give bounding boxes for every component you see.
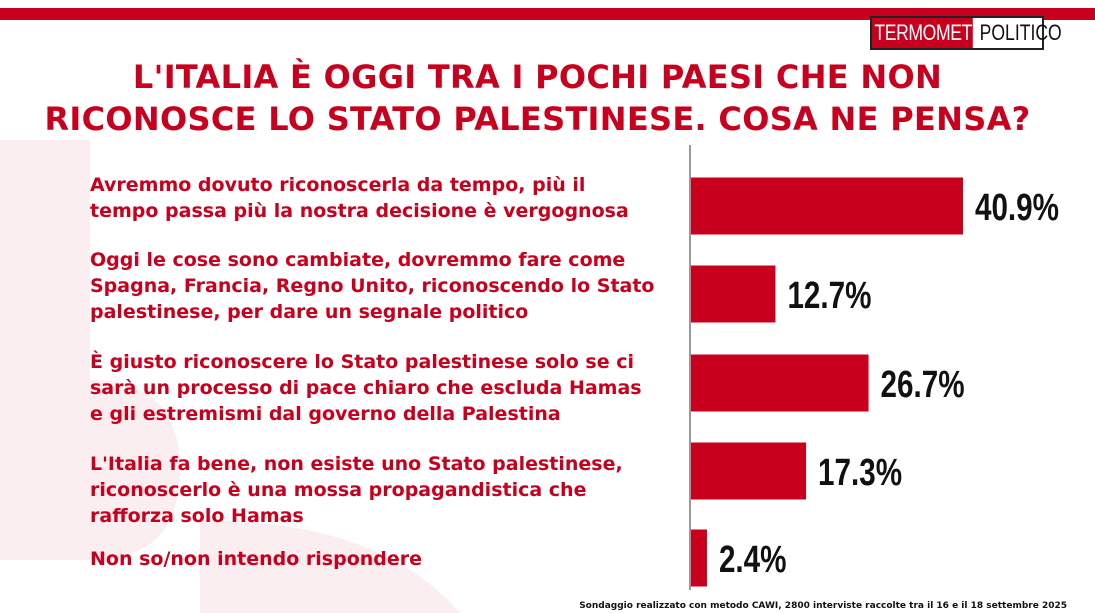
category-label-5: Non so/non intendo rispondere (90, 546, 690, 572)
category-label-5-line-1: Non so/non intendo rispondere (90, 548, 423, 570)
bar-3 (691, 354, 869, 412)
category-label-4-line-2: riconoscerlo è una mossa propagandistica… (90, 479, 587, 501)
chart-title-line-1: L'ITALIA È OGGI TRA I POCHI PAESI CHE NO… (132, 58, 943, 96)
category-label-1-line-1: Avremmo dovuto riconoscerla da tempo, pi… (90, 174, 586, 196)
chart-title: L'ITALIA È OGGI TRA I POCHI PAESI CHE NO… (0, 56, 1075, 140)
category-label-2-line-3: palestinese, per dare un segnale politic… (90, 301, 529, 323)
category-label-2: Oggi le cose sono cambiate, dovremmo far… (90, 247, 690, 325)
category-label-3: È giusto riconoscere lo Stato palestines… (90, 349, 690, 427)
top-accent-bar (0, 8, 1095, 20)
category-label-1-line-2: tempo passa più la nostra decisione è ve… (90, 200, 629, 222)
bar-1 (691, 177, 963, 235)
bar-value-label-1: 40.9% (975, 187, 1059, 229)
category-label-4: L'Italia fa bene, non esiste uno Stato p… (90, 451, 690, 529)
category-label-2-line-2: Spagna, Francia, Regno Unito, riconoscen… (90, 275, 655, 297)
bar-value-label-5: 2.4% (719, 539, 787, 581)
category-label-3-line-1: È giusto riconoscere lo Stato palestines… (90, 351, 634, 373)
category-label-4-line-1: L'Italia fa bene, non esiste uno Stato p… (90, 453, 623, 475)
bar-value-label-3: 26.7% (881, 364, 965, 406)
bar-value-label-4: 17.3% (818, 452, 902, 494)
bar-5 (691, 529, 707, 587)
category-label-3-line-2: sarà un processo di pace chiaro che escl… (90, 377, 642, 399)
category-label-2-line-1: Oggi le cose sono cambiate, dovremmo far… (90, 249, 626, 271)
survey-footnote: Sondaggio realizzato con metodo CAWI, 28… (579, 601, 1067, 611)
bar-4 (691, 442, 807, 500)
bar-2 (691, 265, 776, 323)
bar-value-label-2: 12.7% (787, 275, 871, 317)
category-label-1: Avremmo dovuto riconoscerla da tempo, pi… (90, 172, 690, 224)
category-label-4-line-3: rafforza solo Hamas (90, 505, 304, 527)
chart-title-line-2: RICONOSCE LO STATO PALESTINESE. COSA NE … (44, 100, 1031, 138)
category-label-3-line-3: e gli estremismi dal governo della Pales… (90, 403, 561, 425)
